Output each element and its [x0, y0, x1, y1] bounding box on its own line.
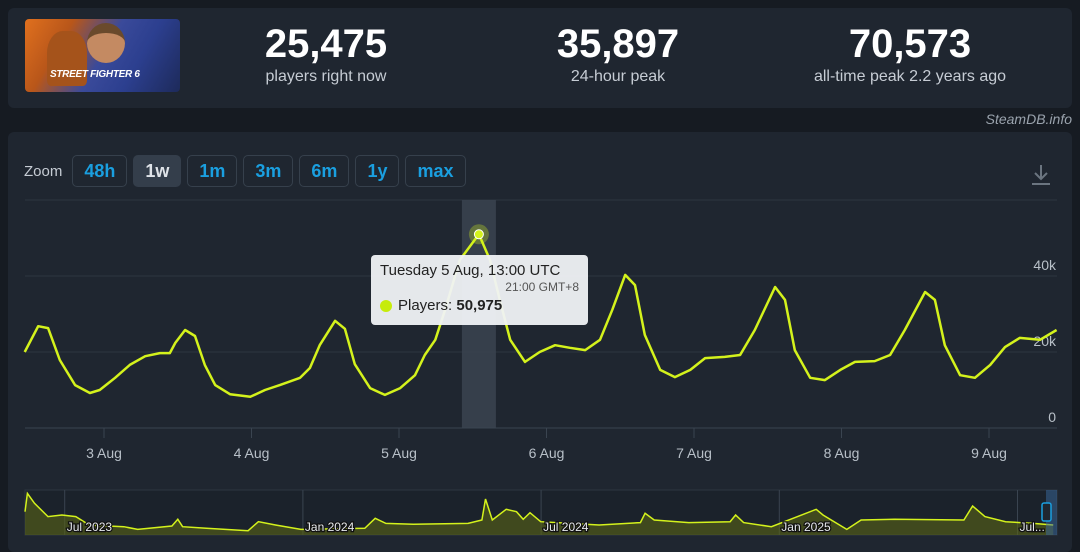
zoom-selector: Zoom 48h 1w 1m 3m 6m 1y max: [24, 155, 466, 187]
navigator-tick-label: Jan 2024: [305, 520, 355, 534]
x-tick-label: 9 Aug: [971, 445, 1007, 461]
navigator-tick-label: Jan 2025: [781, 520, 831, 534]
zoom-button-1y[interactable]: 1y: [355, 155, 400, 187]
zoom-button-3m[interactable]: 3m: [243, 155, 294, 187]
navigator-tick-label: Jul 2024: [543, 520, 589, 534]
stat-value: 35,897: [556, 22, 680, 66]
y-tick-label: 40k: [1033, 257, 1057, 273]
navigator-area: [25, 493, 1054, 535]
tooltip-date: Tuesday 5 Aug, 13:00 UTC: [380, 262, 561, 279]
stat-24h-peak: 35,897 24-hour peak: [488, 22, 748, 86]
series-dot-icon: [380, 299, 392, 312]
zoom-label: Zoom: [24, 162, 63, 180]
zoom-button-max[interactable]: max: [405, 155, 466, 187]
x-tick-label: 6 Aug: [529, 445, 565, 461]
navigator-line: [24, 491, 1054, 532]
download-icon[interactable]: [1030, 163, 1052, 187]
tooltip-value: 50,975: [456, 297, 503, 314]
game-logo: STREET FIGHTER 6: [50, 69, 140, 80]
hover-point: [473, 229, 484, 240]
cover-character-head: [87, 23, 125, 63]
stat-value: 70,573: [848, 22, 972, 66]
x-tick-label: 8 Aug: [824, 445, 860, 461]
x-tick-label: 4 Aug: [234, 445, 270, 461]
x-tick-label: 3 Aug: [86, 445, 122, 461]
stat-label: all-time peak 2.2 years ago: [813, 68, 1007, 85]
zoom-button-1m[interactable]: 1m: [187, 155, 238, 187]
zoom-button-48h[interactable]: 48h: [72, 155, 128, 187]
tooltip-series-label: Players:: [398, 297, 453, 314]
stats-panel: STREET FIGHTER 6 25,475 players right no…: [8, 8, 1072, 108]
y-tick-label: 0: [1048, 409, 1056, 425]
cover-character-hood: [47, 31, 87, 86]
stat-label: players right now: [265, 68, 387, 85]
game-cover-image[interactable]: STREET FIGHTER 6: [25, 19, 180, 92]
zoom-button-1w[interactable]: 1w: [133, 155, 182, 187]
tooltip-local-time: 21:00 GMT+8: [505, 280, 579, 294]
zoom-button-6m[interactable]: 6m: [299, 155, 350, 187]
x-tick-label: 5 Aug: [381, 445, 417, 461]
steamdb-credit-link[interactable]: SteamDB.info: [985, 111, 1072, 127]
y-tick-label: 20k: [1033, 333, 1057, 349]
stat-current-players: 25,475 players right now: [196, 22, 456, 86]
chart-panel: [8, 132, 1072, 552]
stat-all-time-peak: 70,573 all-time peak 2.2 years ago: [780, 22, 1040, 86]
stat-label: 24-hour peak: [570, 68, 666, 85]
navigator-tick-label: Jul 2023: [67, 520, 113, 534]
navigator-handle[interactable]: [1041, 502, 1052, 522]
navigator-tick-label: Jul...: [1020, 520, 1045, 534]
x-tick-label: 7 Aug: [676, 445, 712, 461]
stat-value: 25,475: [264, 22, 388, 66]
chart-tooltip: Tuesday 5 Aug, 13:00 UTC 21:00 GMT+8 Pla…: [371, 255, 588, 325]
